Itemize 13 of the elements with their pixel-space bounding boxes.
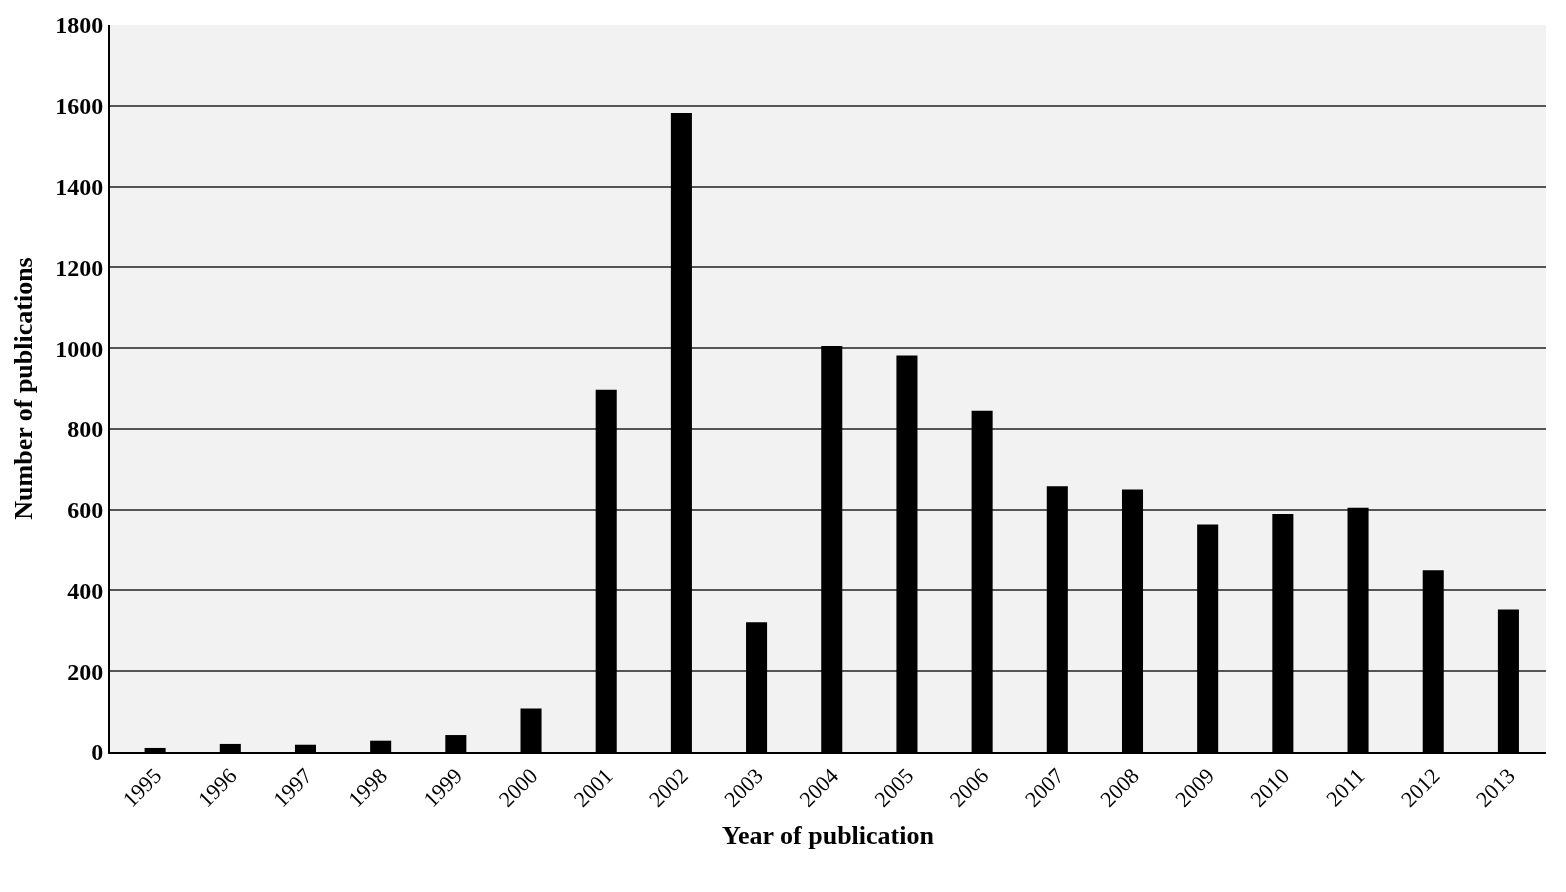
x-tick-label: 2011 [1321,763,1370,812]
y-tick-label: 1200 [55,254,104,281]
y-tick-label: 1000 [55,335,104,362]
y-tick-label: 400 [67,577,104,604]
y-tick-label: 200 [67,658,104,685]
y-axis-title: Number of publications [9,257,39,520]
y-tick-label: 1600 [55,93,104,120]
y-tick-label: 600 [67,497,104,524]
y-tick-label: 1400 [55,173,104,200]
y-tick-label: 800 [67,416,104,443]
x-axis-title: Year of publication [722,821,935,851]
y-tick-label: 0 [91,739,104,766]
y-tick-label: 1800 [55,12,104,39]
